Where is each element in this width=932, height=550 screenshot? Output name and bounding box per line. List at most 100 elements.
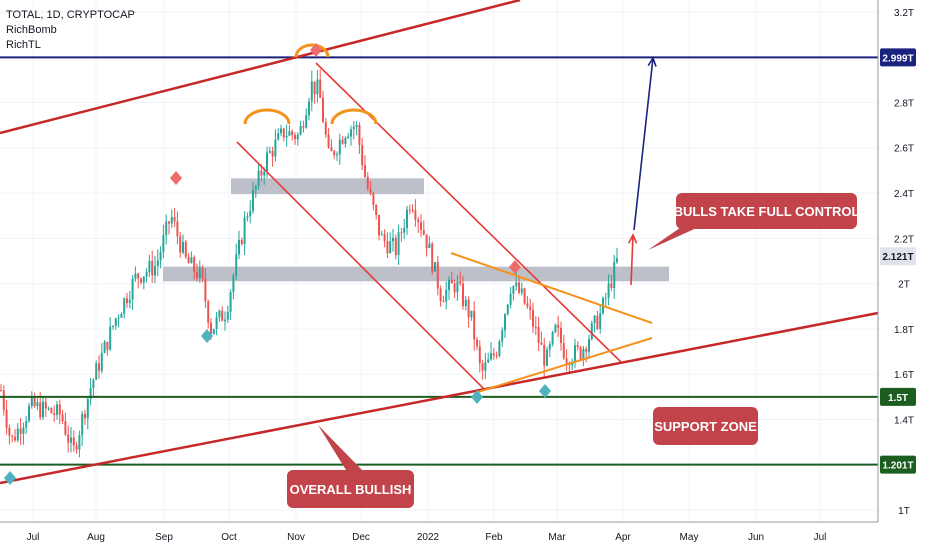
candle-body [39, 402, 42, 418]
candle-body [229, 292, 232, 312]
candle-body [308, 101, 310, 116]
candle-body [305, 115, 308, 128]
candle-body [495, 355, 498, 357]
candle-body [490, 353, 492, 360]
candle-body [190, 257, 193, 264]
candle-body [420, 222, 422, 231]
x-tick-label: 2022 [417, 532, 440, 543]
candle-body [515, 282, 518, 287]
candle-body [257, 170, 260, 187]
x-tick-label: Jun [748, 532, 764, 543]
candle-body [548, 344, 551, 350]
channel-upper-line [0, 0, 521, 135]
candle-body [579, 347, 582, 360]
price-label-box [880, 48, 916, 67]
candle-body [19, 428, 22, 434]
candle-body [487, 359, 490, 363]
candle-body [425, 234, 428, 249]
candle-body [254, 186, 257, 190]
candle-body [61, 414, 64, 422]
candle-body [467, 299, 470, 318]
candle-body [442, 301, 445, 303]
candle-body [179, 236, 182, 253]
candle-body [238, 239, 240, 255]
candle-body [322, 97, 324, 123]
candle-body [260, 170, 263, 176]
markers [4, 43, 551, 485]
candle-body [70, 437, 72, 443]
candle-body [361, 145, 364, 166]
candle-body [492, 353, 495, 356]
candle-body [574, 345, 576, 362]
candle-body [218, 310, 221, 318]
candle-body [280, 128, 282, 134]
candle-body [72, 437, 75, 446]
candle-body [319, 79, 322, 98]
candle-body [176, 221, 179, 237]
candle-body [30, 396, 33, 407]
candle-body [380, 234, 383, 236]
indicator-richtl[interactable]: RichTL [6, 39, 41, 51]
candle-body [123, 298, 126, 314]
breakout-arrow-red [630, 234, 634, 286]
candle-body [112, 325, 114, 327]
y-tick-label: 2.4T [894, 189, 914, 200]
candle-body [296, 134, 299, 140]
candle-body [336, 154, 338, 156]
candle-body [599, 312, 602, 329]
candle-body [117, 317, 120, 319]
candle-body [81, 413, 84, 436]
candle-body [593, 315, 596, 324]
y-tick-label: 1T [898, 506, 910, 517]
candle-body [607, 283, 610, 298]
candle-body [383, 234, 386, 242]
candle-body [350, 129, 352, 137]
head-shoulders-arc [294, 43, 330, 58]
candle-body [562, 343, 565, 359]
candle-body [204, 278, 207, 302]
price-label-box [880, 455, 916, 474]
candle-body [207, 301, 210, 323]
candle-body [221, 310, 224, 322]
candle-body [100, 352, 103, 371]
bottom-diamond-marker [471, 390, 483, 404]
candle-body [159, 251, 162, 261]
candle-body [182, 241, 184, 253]
candle-body [109, 326, 112, 350]
y-tick-label: 1.6T [894, 370, 914, 381]
candle-body [103, 341, 106, 353]
candle-body [428, 243, 431, 249]
candle-body [299, 126, 302, 135]
candle-body [327, 134, 330, 148]
candle-body [86, 398, 89, 419]
price-label-text: 2.999T [882, 53, 913, 64]
bottom-diamond-marker [201, 329, 213, 343]
candle-body [291, 131, 294, 136]
candle-body [565, 358, 568, 364]
candle-body [198, 267, 201, 279]
candle-body [347, 136, 350, 138]
candle-body [417, 219, 420, 223]
candle-body [338, 139, 341, 155]
candle-body [498, 341, 501, 357]
target-arrow-blue-head [647, 56, 657, 67]
candle-body [478, 346, 481, 364]
candle-body [439, 288, 442, 302]
indicator-richbomb[interactable]: RichBomb [6, 24, 57, 36]
candle-body [408, 209, 411, 211]
candle-body [369, 188, 372, 194]
head-shoulders-arc [243, 108, 291, 125]
candle-body [375, 204, 378, 215]
candle-body [193, 257, 196, 272]
candle-body [2, 390, 5, 410]
candle-body [288, 131, 291, 136]
candle-body [576, 345, 579, 348]
candle-body [232, 275, 235, 293]
candle-body [476, 339, 478, 347]
candle-body [512, 286, 515, 294]
candle-body [344, 137, 347, 144]
candle-body [481, 363, 484, 371]
candle-body [33, 396, 36, 407]
